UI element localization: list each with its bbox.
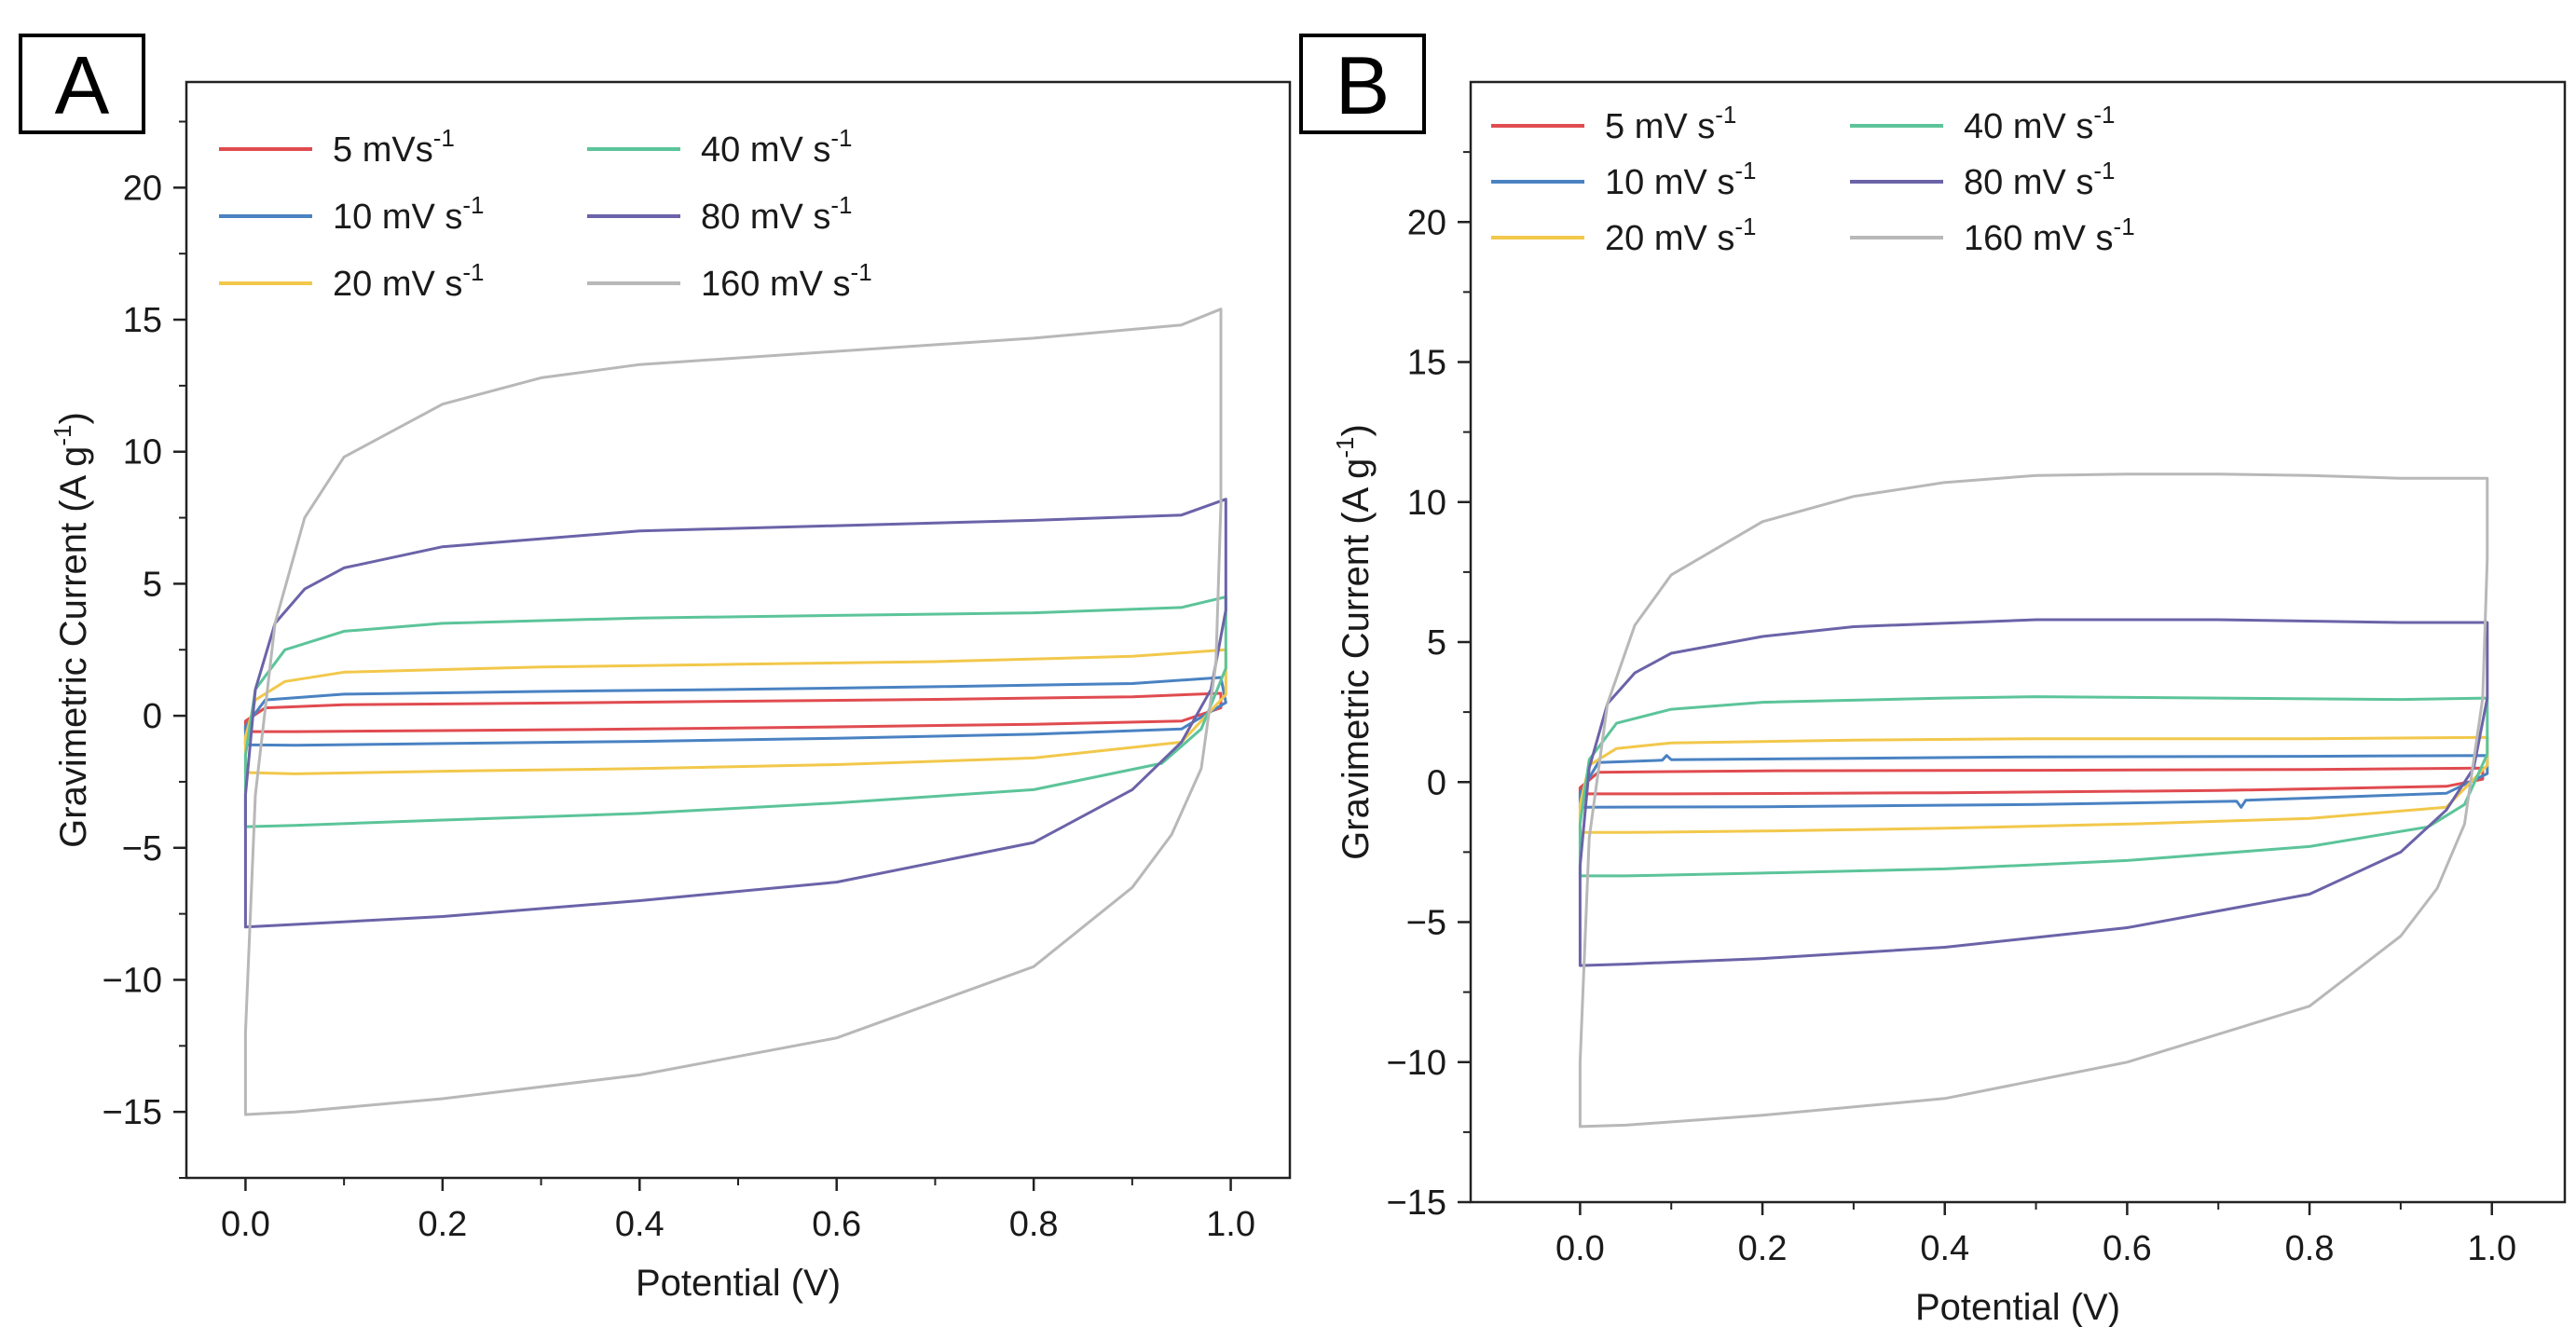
y-axis-title: Gravimetric Current (A g-1): [48, 412, 94, 848]
y-tick-label: 5: [143, 565, 162, 604]
x-tick-label: 0.4: [615, 1205, 665, 1244]
cv-curve-5-mv-s-1: [243, 691, 1223, 733]
y-tick-label: −15: [1387, 1183, 1446, 1223]
x-tick-label: 1.0: [2467, 1229, 2516, 1268]
y-tick-label: 20: [1407, 203, 1446, 242]
cv-curve-20-mv-s-1: [243, 648, 1227, 775]
x-tick-label: 0.6: [812, 1205, 861, 1244]
x-tick-label: 0.2: [1738, 1229, 1788, 1268]
y-tick-label: 5: [1427, 623, 1446, 663]
cv-curve-10-mv-s-1: [1578, 754, 2489, 809]
legend-label: 80 mV s-1: [701, 191, 853, 237]
y-axis-title: Gravimetric Current (A g-1): [1331, 424, 1377, 860]
cv-curve-5-mv-s-1: [1578, 766, 2485, 796]
cv-curve-160-mv-s-1: [243, 308, 1223, 1116]
cv-curve-80-mv-s-1: [1578, 618, 2489, 967]
legend-label: 10 mV s-1: [1605, 157, 1757, 202]
x-tick-label: 0.8: [1009, 1205, 1059, 1244]
cv-curve-80-mv-s-1: [243, 498, 1227, 929]
y-tick-label: 15: [123, 301, 162, 340]
legend-label: 40 mV s-1: [1964, 101, 2116, 146]
y-tick-label: 20: [123, 169, 162, 208]
legend-label: 5 mVs-1: [333, 124, 455, 170]
x-axis-title: Potential (V): [1915, 1287, 2120, 1327]
x-tick-label: 0.4: [1920, 1229, 1969, 1268]
y-tick-label: −5: [1406, 904, 1446, 943]
chart-panel-b: 0.0 0.2 0.4 0.6 0.8 1.0 −15 −10 −5 0 5 10 15 20 Potent…: [1331, 80, 2567, 1327]
legend-label: 5 mV s-1: [1605, 101, 1736, 146]
cv-curve-160-mv-s-1: [1578, 472, 2489, 1129]
y-tick-label: 15: [1407, 344, 1446, 383]
y-tick-label: 0: [143, 697, 162, 736]
x-tick-label: 1.0: [1206, 1205, 1255, 1244]
panel-a-letter: A: [55, 39, 110, 131]
y-tick-label: −10: [103, 961, 162, 1000]
y-tick-label: 0: [1427, 763, 1446, 802]
cv-curve-20-mv-s-1: [1578, 735, 2489, 834]
legend-label: 10 mV s-1: [333, 191, 485, 237]
legend-label: 20 mV s-1: [1605, 212, 1757, 258]
legend-label: 160 mV s-1: [701, 258, 872, 304]
y-tick-label: 10: [123, 433, 162, 472]
legend: 5 mVs-1 40 mV s-1 10 mV s-1 80 mV s-1 20 mV …: [219, 124, 872, 304]
y-tick-label: −10: [1387, 1044, 1446, 1083]
legend-label: 40 mV s-1: [701, 124, 853, 170]
legend-label: 160 mV s-1: [1964, 212, 2135, 258]
panel-b-letter: B: [1336, 39, 1391, 131]
cv-curve-40-mv-s-1: [1578, 695, 2489, 878]
y-tick-label: −15: [103, 1093, 162, 1132]
x-tick-label: 0.0: [221, 1205, 270, 1244]
chart-panel-a: 0.0 0.2 0.4 0.6 0.8 1.0 −15 −10 −5 0 5 10 15 20 Potent…: [48, 80, 1292, 1304]
y-tick-label: −5: [122, 829, 162, 869]
panel-a-label: A: [19, 34, 145, 134]
x-tick-label: 0.6: [2103, 1229, 2152, 1268]
cv-curve-10-mv-s-1: [243, 676, 1227, 747]
legend-label: 80 mV s-1: [1964, 157, 2116, 202]
x-axis-title: Potential (V): [636, 1263, 841, 1304]
legend-label: 20 mV s-1: [333, 258, 485, 304]
x-tick-label: 0.8: [2285, 1229, 2335, 1268]
x-tick-label: 0.0: [1555, 1229, 1605, 1268]
cv-curve-40-mv-s-1: [243, 595, 1227, 828]
legend: 5 mV s-1 40 mV s-1 10 mV s-1 80 mV s-1 20 mV…: [1491, 101, 2135, 258]
x-tick-label: 0.2: [418, 1205, 467, 1244]
y-tick-label: 10: [1407, 484, 1446, 523]
panel-b-label: B: [1299, 34, 1426, 134]
